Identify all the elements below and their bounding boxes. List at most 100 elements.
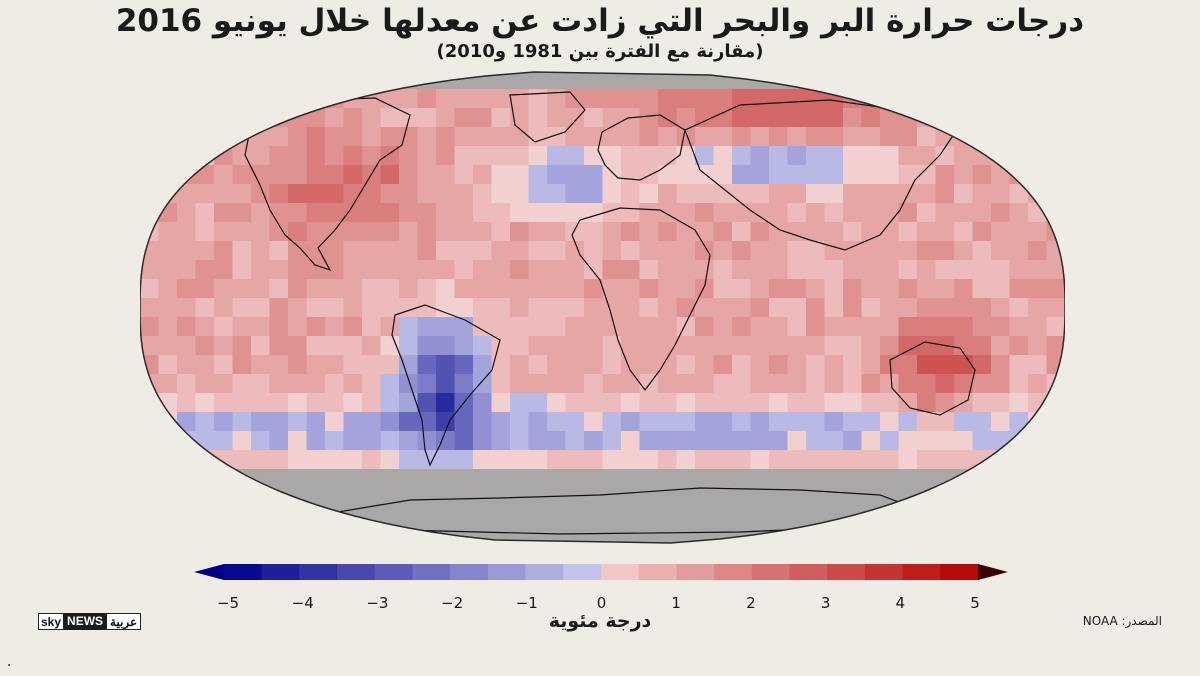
anomaly-cell — [750, 279, 770, 299]
anomaly-cell — [1028, 317, 1048, 337]
anomaly-cell — [528, 317, 548, 337]
anomaly-cell — [954, 374, 974, 394]
anomaly-cell — [528, 355, 548, 375]
anomaly-cell — [787, 431, 807, 451]
anomaly-cell — [769, 298, 789, 318]
anomaly-cell — [362, 298, 382, 318]
anomaly-cell — [288, 336, 308, 356]
anomaly-cell — [269, 72, 289, 90]
anomaly-cell — [214, 260, 234, 280]
anomaly-cell — [584, 488, 604, 508]
anomaly-cell — [695, 336, 715, 356]
anomaly-cell — [954, 336, 974, 356]
anomaly-cell — [658, 89, 678, 109]
anomaly-cell — [972, 108, 992, 128]
anomaly-cell — [954, 260, 974, 280]
anomaly-cell — [232, 412, 252, 432]
anomaly-cell — [528, 450, 548, 470]
anomaly-cell — [935, 431, 955, 451]
anomaly-cell — [695, 279, 715, 299]
anomaly-cell — [621, 526, 641, 543]
anomaly-cell — [214, 279, 234, 299]
anomaly-cell — [140, 298, 160, 318]
anomaly-cell — [880, 72, 900, 90]
anomaly-cell — [491, 241, 511, 261]
anomaly-cell — [158, 488, 178, 508]
scale-segment — [902, 564, 941, 580]
anomaly-cell — [658, 241, 678, 261]
anomaly-cell — [639, 469, 659, 489]
anomaly-cell — [621, 317, 641, 337]
anomaly-cell — [1046, 298, 1065, 318]
anomaly-cell — [917, 355, 937, 375]
anomaly-cell — [473, 431, 493, 451]
anomaly-cell — [621, 241, 641, 261]
anomaly-cell — [584, 203, 604, 223]
anomaly-cell — [676, 488, 696, 508]
anomaly-cell — [824, 431, 844, 451]
anomaly-cell — [861, 431, 881, 451]
anomaly-cell — [806, 108, 826, 128]
anomaly-cell — [325, 279, 345, 299]
anomaly-cell — [251, 260, 271, 280]
anomaly-cell — [269, 298, 289, 318]
anomaly-cell — [1046, 203, 1065, 223]
anomaly-cell — [343, 374, 363, 394]
anomaly-cell — [510, 260, 530, 280]
anomaly-cell — [399, 393, 419, 413]
anomaly-cell — [491, 108, 511, 128]
anomaly-cell — [658, 165, 678, 185]
scale-tick-label: −2 — [441, 594, 464, 612]
anomaly-cell — [214, 241, 234, 261]
anomaly-cell — [195, 146, 215, 166]
anomaly-cell — [621, 431, 641, 451]
anomaly-cell — [991, 260, 1011, 280]
anomaly-cell — [806, 336, 826, 356]
anomaly-cell — [917, 241, 937, 261]
anomaly-cell — [639, 108, 659, 128]
anomaly-cell — [1028, 526, 1048, 543]
anomaly-cell — [769, 507, 789, 527]
anomaly-cell — [547, 203, 567, 223]
anomaly-cell — [1028, 355, 1048, 375]
anomaly-cell — [251, 108, 271, 128]
anomaly-cell — [676, 184, 696, 204]
anomaly-cell — [362, 127, 382, 147]
anomaly-cell — [1028, 89, 1048, 109]
anomaly-cell — [695, 507, 715, 527]
anomaly-cell — [732, 298, 752, 318]
anomaly-cell — [695, 355, 715, 375]
anomaly-cell — [991, 317, 1011, 337]
anomaly-cell — [510, 298, 530, 318]
anomaly-cell — [565, 431, 585, 451]
anomaly-cell — [917, 89, 937, 109]
anomaly-cell — [288, 279, 308, 299]
anomaly-cell — [380, 222, 400, 242]
anomaly-cell — [343, 222, 363, 242]
anomaly-cell — [991, 222, 1011, 242]
anomaly-cell — [473, 108, 493, 128]
anomaly-cell — [232, 127, 252, 147]
anomaly-cell — [806, 412, 826, 432]
anomaly-cell — [750, 393, 770, 413]
anomaly-cell — [991, 108, 1011, 128]
anomaly-cell — [602, 298, 622, 318]
anomaly-cell — [528, 469, 548, 489]
anomaly-cell — [769, 393, 789, 413]
logo-sky: sky — [38, 613, 65, 630]
anomaly-cell — [269, 241, 289, 261]
anomaly-cell — [565, 279, 585, 299]
anomaly-cell — [436, 203, 456, 223]
anomaly-cell — [232, 450, 252, 470]
anomaly-cell — [343, 469, 363, 489]
anomaly-cell — [362, 374, 382, 394]
anomaly-cell — [658, 317, 678, 337]
scale-unit-label: درجة مئوية — [548, 610, 652, 632]
anomaly-cell — [806, 222, 826, 242]
anomaly-cell — [843, 317, 863, 337]
anomaly-cell — [769, 203, 789, 223]
anomaly-cell — [713, 488, 733, 508]
anomaly-cell — [713, 317, 733, 337]
anomaly-cell — [806, 393, 826, 413]
anomaly-cell — [325, 260, 345, 280]
